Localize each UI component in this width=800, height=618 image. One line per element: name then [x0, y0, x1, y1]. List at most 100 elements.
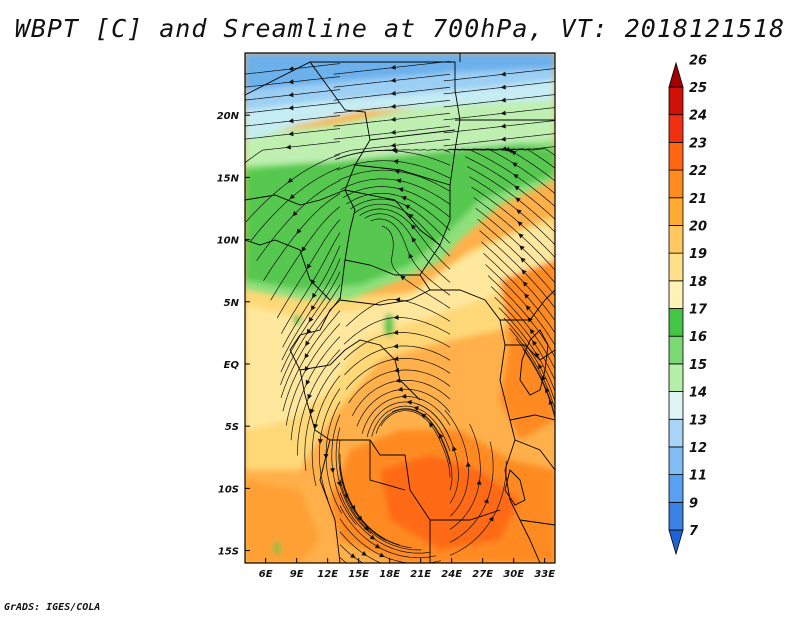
colorbar-segment [668, 501, 684, 531]
colorbar-label: 11 [689, 469, 707, 484]
streamline-arrow [296, 228, 302, 234]
streamline-arrow [306, 263, 312, 270]
colorbar-min-arrow [668, 529, 684, 556]
colorbar-label: 14 [689, 386, 707, 401]
x-tick-label: 30E [503, 569, 524, 580]
streamline-arrow [395, 178, 402, 184]
streamline-arrow [292, 210, 298, 217]
streamline-arrow [408, 213, 414, 219]
streamline-arrow [514, 185, 520, 191]
x-tick-label: 12E [317, 569, 338, 580]
colorbar-label: 12 [689, 441, 707, 456]
streamline-arrow [393, 356, 399, 362]
streamline-arrow [394, 297, 401, 303]
colorbar-segment [668, 474, 684, 503]
colorbar-segment [668, 391, 684, 420]
streamline-arrow [420, 413, 427, 419]
streamlines [245, 60, 555, 563]
colorbar-segment [668, 225, 684, 254]
y-axis: 20N 15N 10N 5N EQ 5S 10S 15S [217, 111, 250, 558]
colorbar-label: 7 [689, 524, 699, 539]
y-tick-label: 10S [218, 484, 239, 495]
colorbar-label: 24 [689, 109, 707, 124]
colorbar-label: 13 [689, 413, 707, 428]
streamline-arrow [393, 159, 399, 164]
streamline-arrow [504, 146, 510, 152]
x-tick-label: 6E [259, 569, 273, 580]
y-tick-label: 15S [218, 547, 239, 558]
streamline-arrow [500, 123, 506, 129]
streamline-arrow [390, 142, 396, 148]
streamline-arrow [288, 131, 294, 137]
streamline-arrow [476, 479, 482, 485]
colorbar-segment [668, 418, 684, 448]
y-tick-label: 15N [217, 173, 240, 184]
streamline-arrow [307, 393, 312, 400]
streamline-arrow [398, 187, 404, 193]
streamline-arrow [330, 467, 335, 474]
streamline-arrow [401, 393, 407, 399]
streamline-arrow [287, 177, 294, 183]
streamline-arrow [406, 399, 412, 405]
streamline-arrow [518, 233, 524, 239]
country-borders [245, 53, 555, 563]
streamline-arrow [401, 196, 407, 201]
streamline-arrow [393, 330, 399, 335]
x-tick-label: 21E [410, 569, 431, 580]
streamline-arrow [438, 433, 444, 439]
streamline-arrow [513, 173, 519, 179]
y-tick-label: 10N [217, 236, 240, 247]
streamline-arrow [305, 340, 310, 347]
streamline-arrow [500, 97, 506, 103]
streamline-arrow [413, 406, 419, 411]
streamline-arrow [390, 64, 396, 70]
streamline-arrow [288, 79, 294, 85]
colorbar-segment [668, 169, 684, 199]
streamline-arrow [525, 305, 531, 311]
x-tick-label: 9E [290, 569, 304, 580]
plot-frame [244, 52, 556, 564]
wbpt-field [245, 53, 555, 563]
streamline-arrow [521, 269, 527, 275]
streamline-arrow [357, 515, 363, 522]
streamline-arrow [310, 279, 316, 285]
y-tick-label: 5N [224, 298, 240, 309]
colorbar-label: 16 [689, 330, 707, 345]
colorbar-label: 9 [689, 496, 698, 511]
streamline-arrow [512, 162, 518, 168]
streamline-arrow [285, 144, 291, 150]
streamline-arrow [524, 293, 530, 299]
colorbar-label: 19 [689, 247, 707, 262]
colorbar-max-arrow [668, 61, 684, 88]
streamline-arrow [516, 209, 522, 215]
streamline-arrow [408, 252, 414, 259]
colorbar-segment [668, 308, 684, 337]
streamline-arrow [410, 224, 416, 230]
streamline-arrow [500, 136, 506, 142]
streamline-arrow [397, 386, 403, 392]
streamline-arrow [483, 498, 489, 504]
streamline-arrow [411, 236, 417, 243]
colorbar-segment [668, 280, 684, 309]
colorbar-label: 20 [689, 219, 707, 234]
streamline-arrow [390, 129, 396, 135]
streamline-arrow [304, 353, 310, 359]
streamline-arrow [517, 221, 523, 227]
streamline-arrow [465, 461, 471, 467]
x-tick-label: 24E [441, 569, 462, 580]
streamline-arrow [390, 116, 396, 122]
streamline-arrow [393, 343, 399, 349]
map-title: WBPT [C] and Sreamline at 700hPa, VT: 20… [14, 14, 786, 43]
colorbar-label: 17 [689, 303, 708, 318]
colorbar-label: 25 [689, 81, 707, 96]
streamline-arrow [305, 379, 311, 386]
streamline-arrow [374, 543, 381, 549]
streamline-arrow [390, 103, 396, 109]
colorbar-label: 21 [689, 192, 707, 207]
streamline-arrow [309, 408, 315, 415]
streamline-arrow [404, 204, 411, 210]
colorbar-label: 18 [689, 275, 707, 290]
streamline-arrow [488, 516, 494, 522]
grads-credit: GrADS: IGES/COLA [4, 602, 101, 613]
